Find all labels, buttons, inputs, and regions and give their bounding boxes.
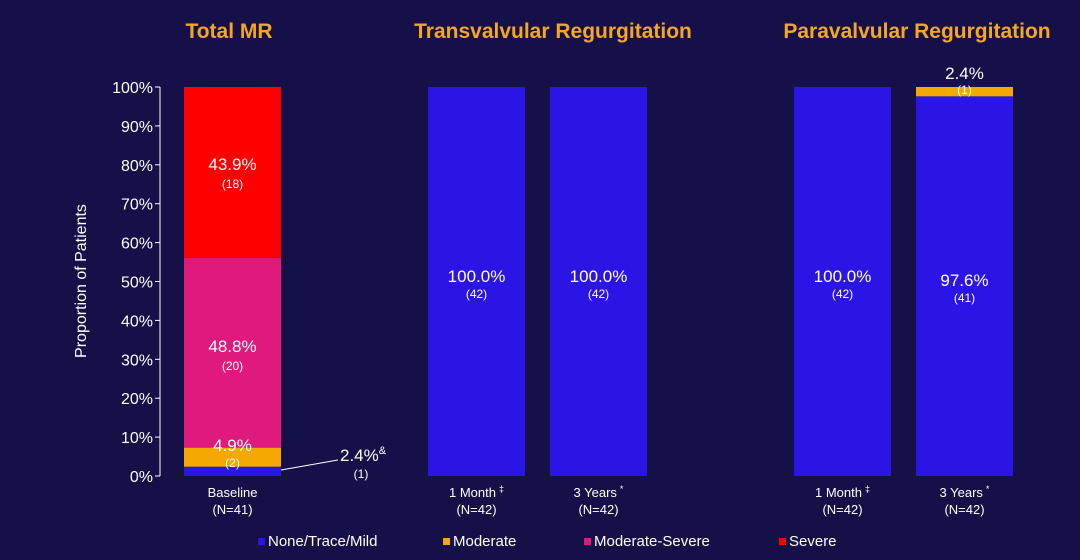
bar-none-trace-mild — [428, 87, 525, 476]
category-name: 3 Years — [940, 485, 984, 500]
callout-line — [280, 459, 339, 471]
category-n-label: (N=42) — [578, 502, 618, 517]
category-label: 3 Years * — [940, 484, 990, 500]
legend-swatch — [443, 538, 450, 545]
panel-title: Paravalvular Regurgitation — [783, 20, 1050, 43]
legend-swatch — [584, 538, 591, 545]
category-n-label: (N=42) — [456, 502, 496, 517]
data-label: 100.0% — [570, 267, 628, 286]
data-count-label: (20) — [222, 359, 243, 373]
data-count-label: (42) — [466, 287, 487, 301]
bar-moderate — [916, 87, 1013, 97]
legend-swatch — [258, 538, 265, 545]
category-label: 1 Month ‡ — [815, 484, 870, 500]
annotation-count: (1) — [354, 467, 369, 481]
category-name: Baseline — [208, 485, 258, 500]
bar-none-trace-mild — [184, 466, 281, 476]
category-name: 1 Month — [815, 485, 862, 500]
panel-title: Total MR — [185, 20, 272, 43]
y-tick-label: 60% — [121, 236, 153, 253]
data-count-label: (2) — [225, 456, 240, 470]
data-label: 100.0% — [448, 267, 506, 286]
panel-title: Transvalvular Regurgitation — [414, 20, 692, 43]
data-count-label: (41) — [954, 291, 975, 305]
bar-moderate — [184, 447, 281, 467]
data-count-label: (18) — [222, 177, 243, 191]
data-count-label: (1) — [957, 83, 972, 97]
data-label: 2.4% — [945, 64, 984, 83]
category-superscript: * — [620, 484, 624, 494]
category-label: 1 Month ‡ — [449, 484, 504, 500]
legend-item-label: Moderate-Severe — [594, 533, 710, 550]
legend-item-label: Severe — [789, 533, 837, 550]
y-tick-label: 50% — [121, 275, 153, 292]
category-name: 3 Years — [574, 485, 618, 500]
y-tick-label: 10% — [121, 430, 153, 447]
y-tick-label: 70% — [121, 197, 153, 214]
category-superscript: ‡ — [499, 484, 504, 494]
data-count-label: (42) — [588, 287, 609, 301]
category-label: Baseline — [208, 485, 258, 500]
data-label: 48.8% — [208, 337, 256, 356]
y-axis-label: Proportion of Patients — [73, 204, 90, 358]
annotation-superscript: & — [379, 445, 387, 457]
data-label: 97.6% — [940, 271, 988, 290]
y-tick-label: 20% — [121, 391, 153, 408]
annotation-value: 2.4% — [340, 446, 379, 465]
category-n-label: (N=42) — [822, 502, 862, 517]
y-tick-label: 0% — [130, 469, 153, 486]
annotation-label: 2.4%& — [340, 445, 387, 465]
y-tick-label: 40% — [121, 313, 153, 330]
y-tick-label: 100% — [112, 80, 153, 97]
data-label: 100.0% — [814, 267, 872, 286]
bar-none-trace-mild — [916, 96, 1013, 476]
category-label: 3 Years * — [574, 484, 624, 500]
category-n-label: (N=42) — [944, 502, 984, 517]
y-tick-label: 90% — [121, 119, 153, 136]
legend-item-label: None/Trace/Mild — [268, 533, 377, 550]
bar-none-trace-mild — [794, 87, 891, 476]
legend-item-label: Moderate — [453, 533, 516, 550]
y-tick-label: 30% — [121, 352, 153, 369]
category-superscript: ‡ — [865, 484, 870, 494]
category-superscript: * — [986, 484, 990, 494]
category-name: 1 Month — [449, 485, 496, 500]
data-label: 43.9% — [208, 155, 256, 174]
category-n-label: (N=41) — [212, 502, 252, 517]
data-count-label: (42) — [832, 287, 853, 301]
legend-swatch — [779, 538, 786, 545]
bar-severe — [184, 87, 281, 258]
data-label: 4.9% — [213, 436, 252, 455]
y-tick-label: 80% — [121, 158, 153, 175]
bar-none-trace-mild — [550, 87, 647, 476]
bar-moderate-severe — [184, 257, 281, 448]
